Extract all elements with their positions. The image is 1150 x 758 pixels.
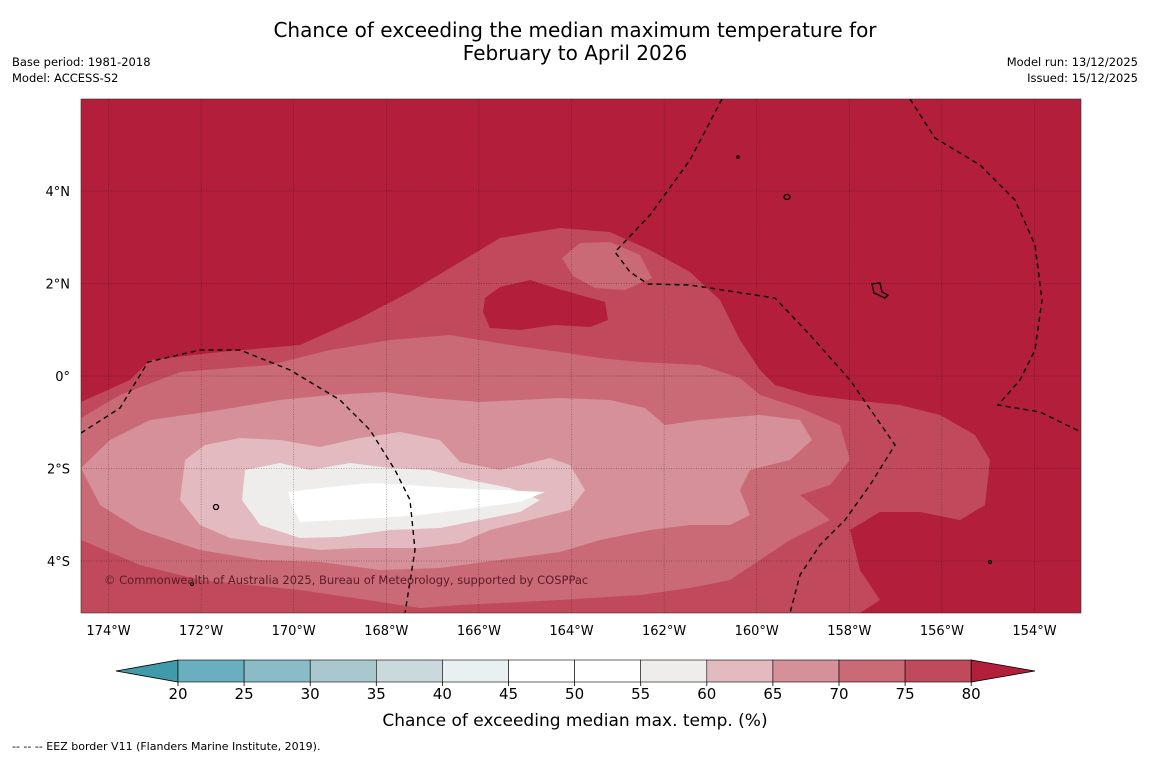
longitude-tick-label: 162°W	[642, 624, 686, 639]
colorbar-segment-50_55	[574, 659, 641, 683]
longitude-tick-label: 156°W	[920, 624, 964, 639]
longitude-tick-label: 154°W	[1012, 624, 1056, 639]
probability-field	[81, 99, 1081, 613]
longitude-tick-label: 168°W	[364, 624, 408, 639]
eez-border-east	[909, 99, 1081, 433]
colorbar-tick-label: 55	[631, 685, 650, 703]
map-frame	[80, 98, 1082, 614]
eez-border-lines	[81, 99, 1081, 613]
longitude-tick-label: 164°W	[549, 624, 593, 639]
longitude-tick-label: 172°W	[179, 624, 223, 639]
longitude-tick-label: 170°W	[272, 624, 316, 639]
colorbar-segment-20_25	[177, 659, 245, 683]
model-info: Base period: 1981-2018 Model: ACCESS-S2	[12, 55, 151, 86]
latitude-tick-label: 4°N	[46, 185, 71, 200]
colorbar-above-80-arrow	[970, 659, 1036, 683]
title-line-2: February to April 2026	[462, 41, 688, 65]
run-info: Model run: 13/12/2025 Issued: 15/12/2025	[1007, 55, 1138, 86]
colorbar-segment-55_60	[640, 659, 708, 683]
eez-border-west	[81, 349, 416, 613]
island-3	[212, 503, 220, 511]
colorbar-tick-label: 30	[301, 685, 320, 703]
colorbar-segment-35_40	[375, 659, 443, 683]
colorbar-tick-label: 20	[168, 685, 187, 703]
title-line-1: Chance of exceeding the median maximum t…	[273, 18, 877, 42]
latitude-tick-labels: 4°N 2°N 0° 2°S 4°S	[46, 185, 71, 570]
copyright-notice: © Commonwealth of Australia 2025, Bureau…	[104, 573, 588, 587]
latitude-tick-label: 4°S	[47, 555, 70, 570]
latitude-tick-label: 2°S	[47, 463, 70, 478]
base-period: Base period: 1981-2018	[12, 55, 151, 69]
colorbar-segment-30_35	[309, 659, 377, 683]
island-4	[987, 559, 993, 565]
island-1	[783, 193, 791, 201]
colorbar-segment-75_80	[904, 659, 972, 683]
colorbar-tick-label: 45	[499, 685, 518, 703]
colorbar-tick-label: 75	[896, 685, 915, 703]
longitude-tick-label: 174°W	[86, 624, 130, 639]
longitude-tick-label: 166°W	[457, 624, 501, 639]
colorbar-segment-40_45	[442, 659, 509, 683]
band-50-55	[288, 483, 545, 522]
longitude-tick-label: 160°W	[735, 624, 779, 639]
longitude-tick-label: 158°W	[827, 624, 871, 639]
colorbar-tick-label: 70	[829, 685, 848, 703]
colorbar-segment-25_30	[243, 659, 311, 683]
eez-border-central	[614, 99, 896, 613]
colorbar-segment-45_50	[508, 659, 575, 683]
eez-legend-note: -- -- -- EEZ border V11 (Flanders Marine…	[12, 740, 321, 753]
band-65-70-north-patch	[562, 242, 652, 290]
colorbar-segment-65_70	[772, 659, 840, 683]
latitude-tick-label: 2°N	[46, 278, 71, 293]
issued-date: Issued: 15/12/2025	[1027, 70, 1138, 85]
colorbar-tick-labels: 20 25 30 35 40 45 50 55 60 65 70 75 80	[168, 682, 981, 703]
model-run: Model run: 13/12/2025	[1006, 55, 1138, 69]
colorbar-below-20-arrow	[115, 659, 179, 683]
colorbar-segment-60_65	[706, 659, 774, 683]
colorbar-tick-label: 35	[367, 685, 386, 703]
island-2	[871, 282, 890, 299]
chart-title: Chance of exceeding the median maximum t…	[0, 19, 1150, 65]
colorbar-segment-70_75	[838, 659, 906, 683]
islands	[189, 155, 993, 587]
colorbar-tick-label: 40	[433, 685, 452, 703]
graticule	[81, 99, 1081, 613]
colorbar	[115, 659, 1036, 683]
island-6	[189, 581, 195, 587]
latitude-tick-label: 0°	[55, 370, 70, 385]
colorbar-tick-label: 60	[697, 685, 716, 703]
colorbar-tick-label: 25	[235, 685, 254, 703]
colorbar-tick-label: 80	[962, 685, 981, 703]
band-above-80-north-patch	[483, 280, 608, 330]
model-name: Model: ACCESS-S2	[12, 70, 119, 85]
colorbar-label: Chance of exceeding median max. temp. (%…	[382, 711, 767, 731]
colorbar-tick-label: 50	[565, 685, 584, 703]
island-5	[736, 155, 740, 159]
longitude-tick-labels: 174°W 172°W 170°W 168°W 166°W 164°W 162°W 160°W…	[86, 624, 1056, 639]
colorbar-tick-label: 65	[763, 685, 782, 703]
